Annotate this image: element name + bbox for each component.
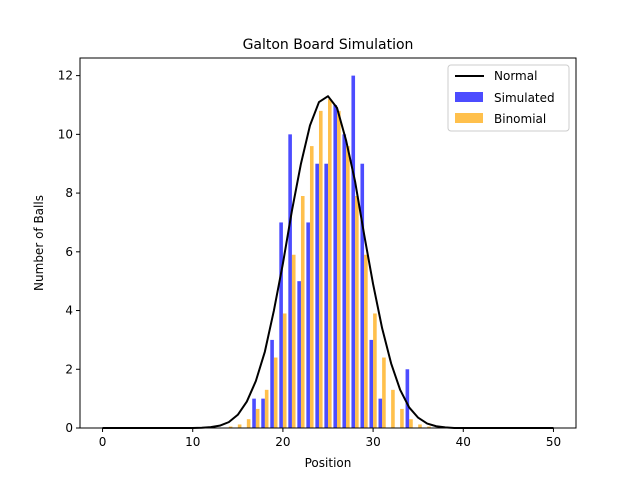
x-tick-label-40: 40 — [456, 435, 471, 449]
bar-simulated-23 — [306, 222, 310, 428]
x-tick-label-20: 20 — [275, 435, 290, 449]
bar-simulated-25 — [324, 163, 328, 428]
bar-binomial-25 — [328, 99, 332, 428]
legend-binomial-label: Binomial — [494, 112, 546, 126]
bar-simulated-30 — [369, 339, 374, 428]
legend-simulated-swatch — [455, 92, 483, 102]
bar-binomial-14 — [228, 426, 233, 428]
bar-simulated-19 — [270, 339, 274, 428]
bar-binomial-28 — [355, 196, 359, 428]
legend-normal-label: Normal — [494, 69, 537, 83]
y-tick-label-8: 8 — [65, 186, 73, 200]
bar-binomial-24 — [318, 110, 323, 428]
y-tick-label-6: 6 — [65, 245, 73, 259]
bar-simulated-17 — [252, 398, 256, 428]
bar-simulated-22 — [297, 281, 301, 428]
bar-binomial-31 — [382, 357, 386, 428]
bar-binomial-33 — [400, 408, 404, 428]
x-axis-ticks: 0 10 20 30 40 50 — [99, 428, 561, 449]
bar-binomial-36 — [427, 426, 431, 428]
y-axis-ticks: 0 2 4 6 8 10 12 — [58, 69, 80, 435]
bar-simulated-20 — [279, 222, 283, 428]
bar-binomial-20 — [282, 313, 287, 428]
bar-binomial-15 — [237, 424, 242, 428]
legend-binomial-swatch — [455, 113, 483, 123]
bar-binomial-16 — [246, 419, 251, 428]
y-tick-label-10: 10 — [58, 127, 73, 141]
bar-binomial-27 — [346, 146, 350, 428]
x-tick-label-0: 0 — [99, 435, 107, 449]
bar-simulated-29 — [360, 163, 365, 428]
bar-simulated-34 — [405, 369, 410, 428]
bar-binomial-30 — [373, 313, 377, 428]
bar-simulated-31 — [378, 398, 383, 428]
y-tick-label-12: 12 — [58, 69, 73, 83]
bar-simulated-28 — [351, 75, 356, 428]
bar-simulated-27 — [342, 134, 347, 428]
bar-simulated-18 — [261, 398, 265, 428]
bars-layer — [228, 75, 431, 428]
bar-binomial-35 — [418, 424, 422, 428]
bar-binomial-18 — [264, 389, 269, 428]
legend: Normal Simulated Binomial — [447, 64, 570, 132]
bar-simulated-24 — [315, 163, 319, 428]
y-tick-label-4: 4 — [65, 304, 73, 318]
bar-simulated-21 — [288, 134, 292, 428]
x-axis-label: Position — [305, 456, 352, 470]
y-axis-label: Number of Balls — [32, 195, 46, 291]
plot-frame — [79, 57, 577, 429]
bar-binomial-26 — [337, 110, 341, 428]
bar-binomial-29 — [364, 254, 368, 428]
bar-binomial-21 — [291, 254, 296, 428]
y-tick-label-2: 2 — [65, 362, 73, 376]
bar-binomial-34 — [409, 419, 413, 428]
x-tick-label-50: 50 — [546, 435, 561, 449]
bar-simulated-26 — [333, 104, 338, 428]
y-tick-label-0: 0 — [65, 421, 73, 435]
legend-simulated-label: Simulated — [494, 91, 555, 105]
chart-title: Galton Board Simulation — [243, 37, 414, 53]
bar-binomial-22 — [300, 196, 305, 428]
x-tick-label-10: 10 — [185, 435, 200, 449]
bar-binomial-32 — [391, 389, 395, 428]
bar-binomial-17 — [255, 408, 260, 428]
bar-binomial-19 — [273, 357, 278, 428]
bar-binomial-23 — [309, 146, 314, 428]
x-tick-label-30: 30 — [365, 435, 380, 449]
